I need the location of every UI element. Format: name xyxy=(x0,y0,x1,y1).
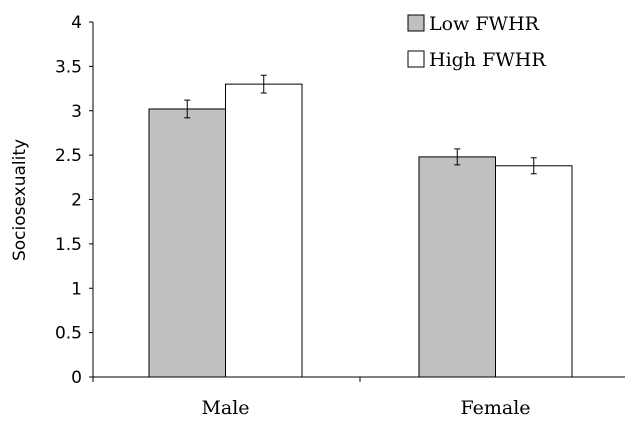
legend-swatch-high-fwhr xyxy=(407,50,425,68)
x-tick-label-female: Female xyxy=(460,397,530,419)
legend-label-high-fwhr: High FWHR xyxy=(429,49,546,71)
y-tick-label: 4 xyxy=(71,13,82,33)
bar-low-fwhr-male xyxy=(148,108,226,378)
bar-high-fwhr-female xyxy=(495,165,573,378)
bar-high-fwhr-male xyxy=(225,83,303,378)
y-tick-label: 3 xyxy=(71,102,82,122)
y-tick-label: 3.5 xyxy=(55,57,82,77)
y-tick-label: 1 xyxy=(71,279,82,299)
legend: Low FWHR High FWHR xyxy=(407,13,546,71)
bar-low-fwhr-female xyxy=(418,156,496,378)
y-tick-label: 2 xyxy=(71,191,82,211)
x-tick-label-male: Male xyxy=(201,397,249,419)
axes: 0 0.5 1 1.5 2 2.5 3 3.5 4 xyxy=(55,13,625,388)
y-tick-label: 1.5 xyxy=(55,235,82,255)
labels: Male Female Sociosexuality xyxy=(10,139,531,419)
y-axis-title: Sociosexuality xyxy=(10,139,30,261)
bars xyxy=(148,74,573,378)
y-tick-label: 0 xyxy=(71,368,82,388)
y-tick-label: 2.5 xyxy=(55,146,82,166)
legend-swatch-low-fwhr xyxy=(407,14,425,32)
y-tick-label: 0.5 xyxy=(55,324,82,344)
legend-label-low-fwhr: Low FWHR xyxy=(429,13,540,35)
